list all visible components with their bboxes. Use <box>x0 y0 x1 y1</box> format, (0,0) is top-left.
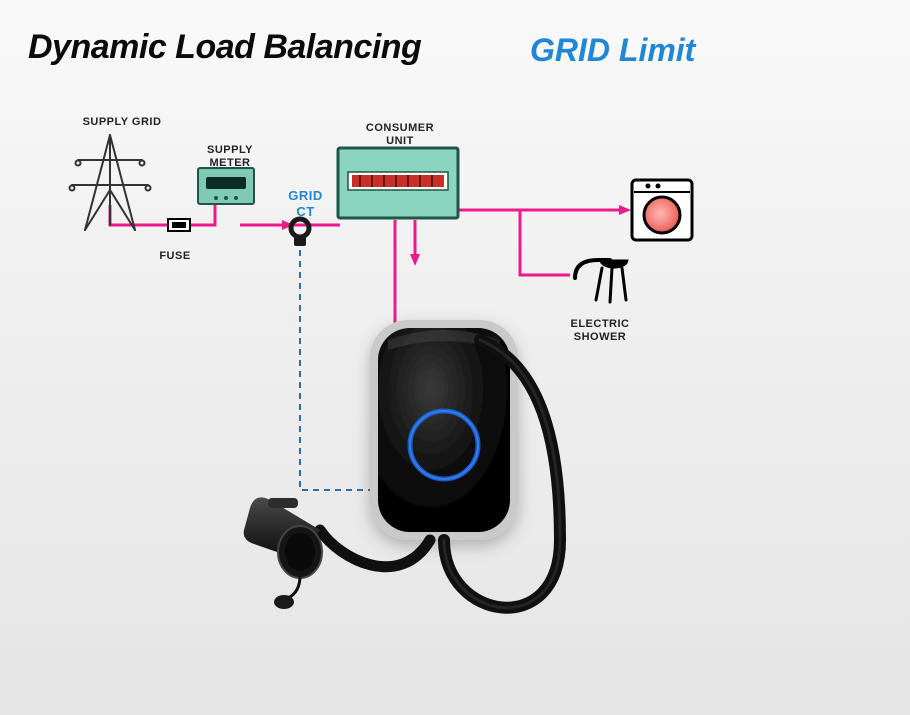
consumer-unit-icon <box>338 148 458 218</box>
supply-meter-icon <box>198 168 254 204</box>
fuse-icon <box>168 219 190 231</box>
grid-ct-icon <box>291 219 309 246</box>
data-wire-ct-charger <box>300 250 370 490</box>
electric-shower-icon <box>575 260 628 302</box>
diagram-canvas <box>0 0 910 715</box>
ev-plug-icon <box>244 497 322 609</box>
appliance-icon <box>632 180 692 240</box>
pylon-icon <box>70 135 151 230</box>
